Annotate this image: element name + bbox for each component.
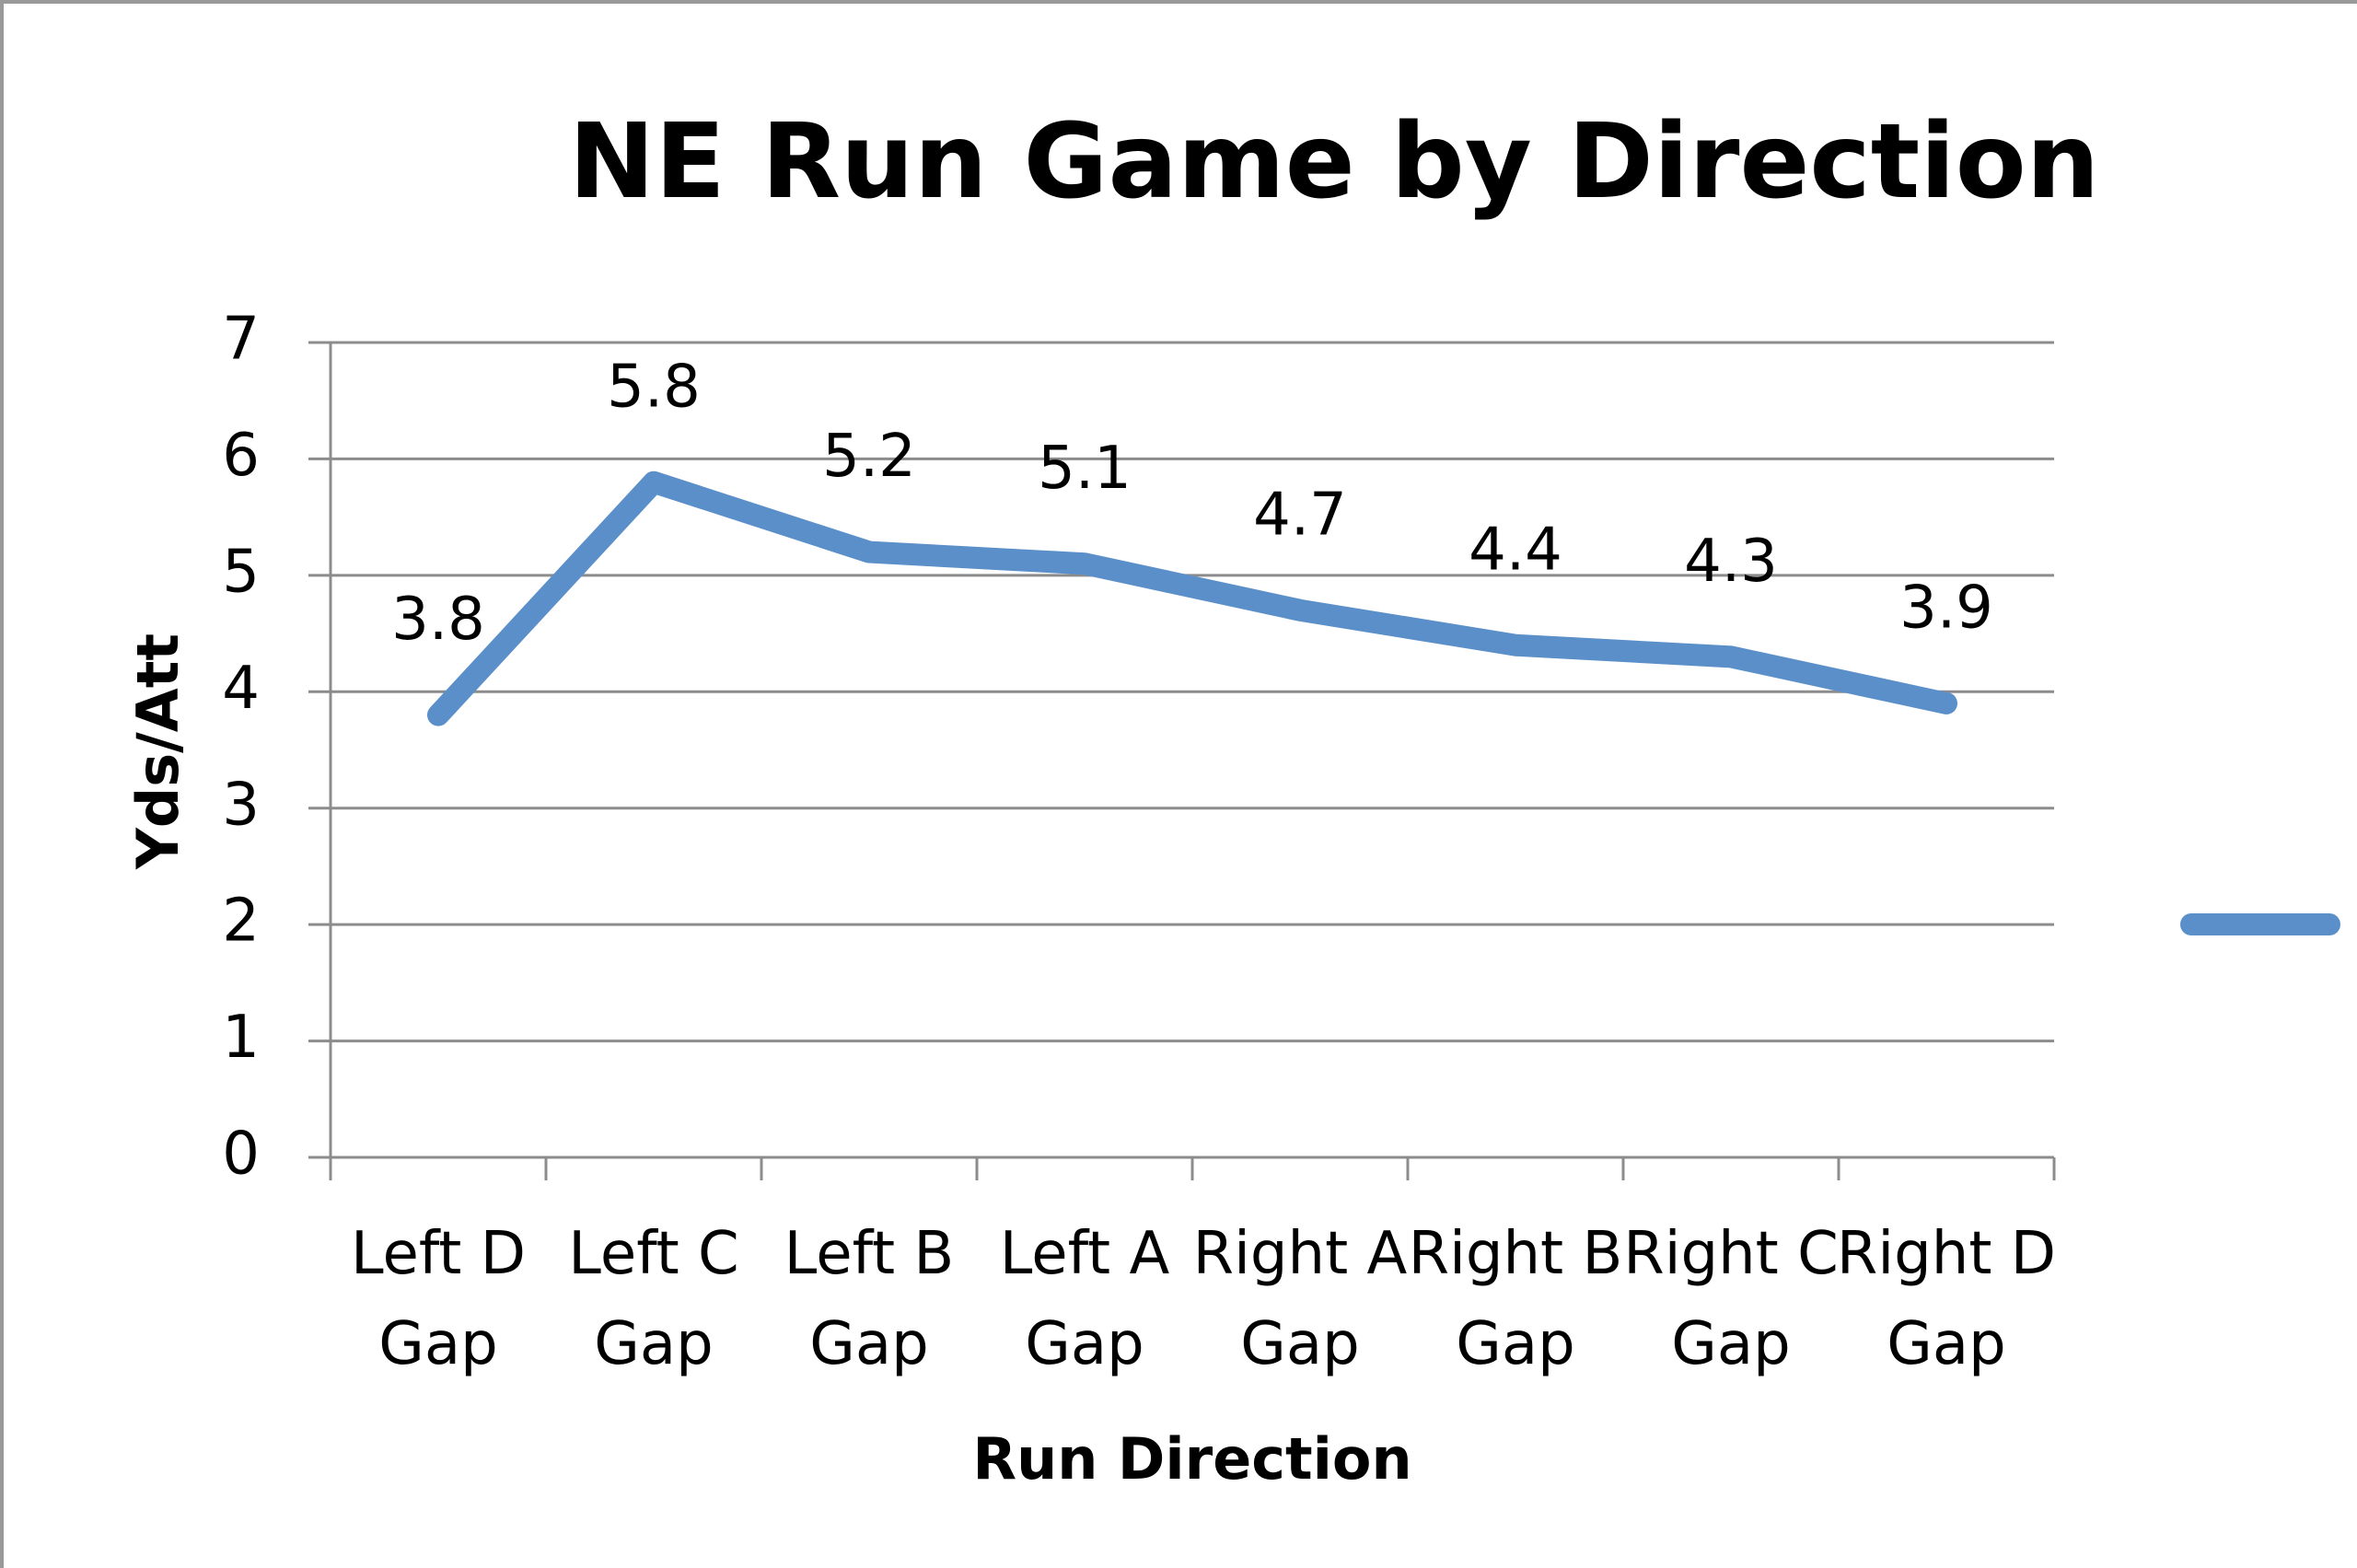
series-line xyxy=(427,470,1957,726)
y-tick-label: 0 xyxy=(222,1121,260,1189)
x-tick-label: Left B Gap xyxy=(784,1220,955,1378)
data-label: 5.1 xyxy=(1038,435,1132,503)
y-tick-label: 1 xyxy=(222,1004,260,1072)
data-label: 5.8 xyxy=(607,353,701,421)
data-label: 4.3 xyxy=(1684,528,1778,596)
x-tick-label: Right B Gap xyxy=(1409,1220,1623,1378)
x-tick-label: Left C Gap xyxy=(568,1220,738,1378)
y-tick-label: 4 xyxy=(222,655,260,723)
y-tick-label: 5 xyxy=(222,538,260,606)
x-tick-label: Left A Gap xyxy=(1000,1220,1170,1378)
x-axis-title: Run Direction xyxy=(972,1425,1411,1493)
data-label: 3.8 xyxy=(391,586,485,654)
y-tick-label: 2 xyxy=(222,888,260,956)
y-tick-label: 6 xyxy=(222,422,260,490)
data-label: 3.9 xyxy=(1899,575,1993,643)
y-tick-label: 3 xyxy=(222,771,260,839)
data-label: 4.4 xyxy=(1469,516,1562,584)
x-tick-label: Right D Gap xyxy=(1837,1220,2056,1378)
x-tick-label: Left D Gap xyxy=(351,1220,526,1378)
data-label: 4.7 xyxy=(1253,481,1347,549)
data-label: 5.2 xyxy=(822,423,916,491)
x-tick-label: Right A Gap xyxy=(1193,1220,1408,1378)
chart-title: NE Run Game by Direction xyxy=(569,102,2100,222)
x-tick-label: Right C Gap xyxy=(1623,1220,1839,1378)
y-tick-label: 7 xyxy=(222,306,260,374)
y-axis-title: Yds/Att xyxy=(124,633,192,870)
